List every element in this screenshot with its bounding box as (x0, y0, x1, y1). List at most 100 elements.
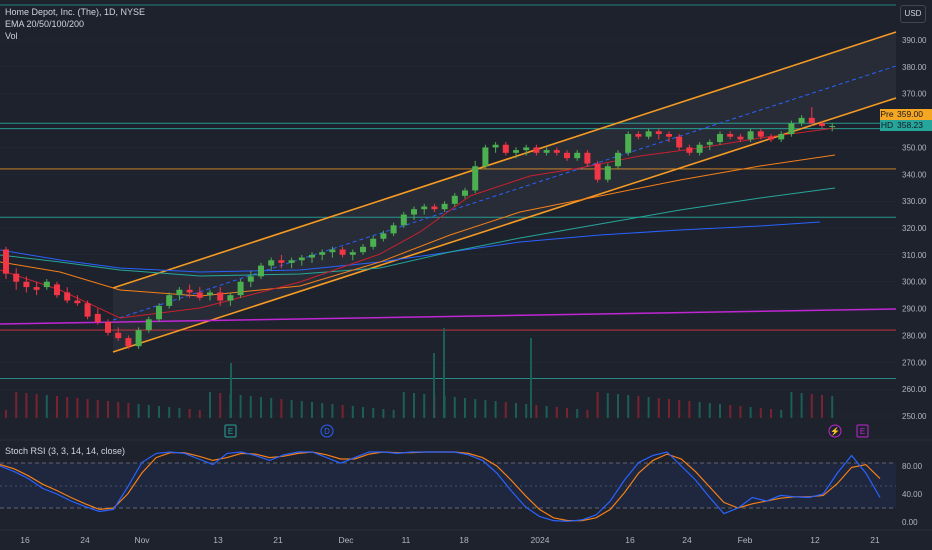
channel-lower-line[interactable] (112, 97, 897, 353)
symbol-title[interactable]: Home Depot, Inc. (The), 1D, NYSE (5, 7, 146, 17)
candle-body[interactable] (115, 332, 122, 339)
candle-body[interactable] (676, 136, 683, 148)
candle-body[interactable] (451, 195, 458, 204)
candle-body[interactable] (472, 166, 479, 191)
candle-body[interactable] (666, 134, 672, 137)
candle-body[interactable] (788, 123, 795, 134)
candle-body[interactable] (268, 260, 275, 266)
candle-body[interactable] (105, 322, 111, 333)
candle-body[interactable] (696, 144, 703, 153)
earnings-marker-upcoming[interactable] (856, 424, 869, 438)
candle-body[interactable] (819, 123, 825, 126)
candle-body[interactable] (390, 225, 397, 234)
candle-body[interactable] (258, 265, 264, 277)
candle-body[interactable] (441, 203, 448, 210)
candle-body[interactable] (482, 147, 489, 167)
candle-body[interactable] (43, 281, 50, 288)
candle-body[interactable] (523, 147, 530, 151)
currency-button[interactable]: USD (900, 5, 926, 23)
candle-body[interactable] (288, 260, 295, 263)
candle-body[interactable] (309, 254, 315, 258)
candle-body[interactable] (513, 150, 519, 153)
candle-body[interactable] (196, 292, 203, 298)
candle-body[interactable] (615, 152, 621, 167)
candle-body[interactable] (329, 249, 336, 253)
candle-body[interactable] (768, 136, 774, 140)
candle-body[interactable] (3, 249, 9, 274)
candle-body[interactable] (54, 284, 60, 296)
stoch-indicator-label[interactable]: Stoch RSI (3, 3, 14, 14, close) (5, 446, 126, 456)
candle-body[interactable] (278, 260, 285, 263)
candle-body[interactable] (166, 295, 173, 306)
candle-body[interactable] (778, 134, 785, 140)
candle-body[interactable] (207, 292, 213, 296)
candle-body[interactable] (564, 152, 570, 159)
candle-body[interactable] (635, 134, 642, 137)
candle-body[interactable] (533, 147, 540, 153)
candle-body[interactable] (145, 319, 152, 331)
ema-indicator-label[interactable]: EMA 20/50/100/200 (5, 19, 85, 29)
candle-body[interactable] (227, 295, 234, 301)
candle-body[interactable] (84, 303, 91, 317)
candle-body[interactable] (584, 152, 591, 164)
candle-body[interactable] (400, 214, 407, 226)
candle-body[interactable] (237, 281, 244, 296)
candle-body[interactable] (431, 206, 438, 210)
candle-body[interactable] (829, 125, 836, 127)
time-axis-label: 13 (213, 535, 223, 545)
volume-indicator-label[interactable]: Vol (5, 31, 18, 41)
candle-body[interactable] (380, 233, 387, 239)
dividend-marker[interactable] (320, 424, 334, 438)
channel-upper-line[interactable] (112, 31, 897, 289)
candle-body[interactable] (553, 150, 560, 153)
candle-body[interactable] (686, 147, 693, 153)
candle-body[interactable] (176, 289, 183, 296)
candle-body[interactable] (23, 281, 30, 288)
candle-body[interactable] (33, 287, 40, 290)
earnings-marker[interactable] (224, 424, 237, 438)
volume-bar (576, 409, 579, 418)
candle-body[interactable] (808, 117, 815, 124)
candle-body[interactable] (411, 209, 417, 215)
candle-body[interactable] (370, 238, 377, 247)
candle-body[interactable] (298, 257, 305, 261)
candle-body[interactable] (625, 134, 632, 153)
candle-body[interactable] (645, 131, 652, 137)
candle-body[interactable] (747, 131, 754, 140)
lightning-marker[interactable] (828, 424, 842, 438)
candle-body[interactable] (156, 305, 162, 320)
candle-body[interactable] (655, 131, 662, 134)
candle-body[interactable] (757, 131, 764, 137)
candle-body[interactable] (717, 134, 723, 143)
candle-body[interactable] (186, 289, 193, 293)
candle-body[interactable] (798, 117, 805, 124)
candle-body[interactable] (543, 150, 550, 153)
candle-body[interactable] (706, 142, 713, 145)
volume-bar (596, 392, 599, 418)
candle-body[interactable] (339, 249, 346, 255)
candle-body[interactable] (737, 136, 744, 140)
candle-body[interactable] (74, 300, 81, 304)
candle-body[interactable] (727, 134, 734, 137)
volume-bar (821, 395, 823, 418)
candle-body[interactable] (247, 276, 254, 282)
candle-body[interactable] (492, 144, 499, 148)
candle-body[interactable] (319, 252, 326, 255)
candle-body[interactable] (421, 206, 428, 210)
candle-body[interactable] (13, 273, 20, 282)
candle-body[interactable] (574, 152, 581, 159)
pre-tag-value: 359.00 (897, 109, 923, 119)
candle-body[interactable] (64, 292, 71, 301)
candle-body[interactable] (217, 292, 224, 301)
candle-body[interactable] (125, 338, 132, 347)
candle-body[interactable] (604, 166, 611, 180)
price-axis-label: 300.00 (902, 278, 927, 287)
candle-body[interactable] (349, 252, 356, 255)
candle-body[interactable] (360, 246, 366, 253)
candle-body[interactable] (135, 330, 142, 347)
candle-body[interactable] (462, 190, 468, 196)
candle-body[interactable] (594, 163, 601, 180)
candle-body[interactable] (502, 144, 509, 153)
candle-body[interactable] (94, 313, 101, 322)
